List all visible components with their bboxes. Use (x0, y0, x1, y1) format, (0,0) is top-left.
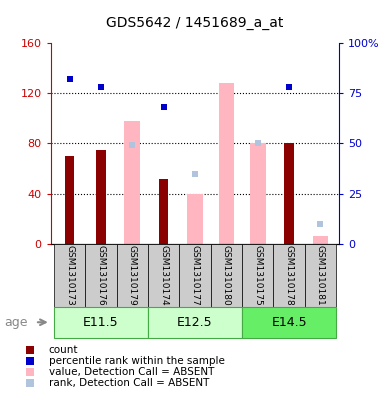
Bar (179, 244, 211, 307)
Bar (313, 236, 328, 244)
Text: GSM1310177: GSM1310177 (190, 245, 200, 305)
Text: GSM1310174: GSM1310174 (159, 245, 168, 305)
Text: count: count (48, 345, 78, 355)
Bar (187, 193, 203, 244)
Bar (124, 121, 140, 244)
Text: value, Detection Call = ABSENT: value, Detection Call = ABSENT (48, 367, 214, 377)
Text: GDS5642 / 1451689_a_at: GDS5642 / 1451689_a_at (106, 16, 284, 30)
Text: GSM1310178: GSM1310178 (285, 245, 294, 305)
Bar (117, 244, 148, 307)
Bar (305, 244, 336, 307)
Bar (148, 307, 242, 338)
Text: GSM1310180: GSM1310180 (222, 245, 231, 305)
Text: GSM1310176: GSM1310176 (96, 245, 105, 305)
Bar (242, 244, 273, 307)
Bar (96, 150, 106, 244)
Bar (159, 178, 168, 244)
Text: age: age (4, 316, 27, 329)
Text: rank, Detection Call = ABSENT: rank, Detection Call = ABSENT (48, 378, 209, 388)
Bar (65, 156, 74, 244)
Text: E14.5: E14.5 (271, 316, 307, 329)
Bar (218, 83, 234, 244)
Bar (54, 307, 148, 338)
Text: E12.5: E12.5 (177, 316, 213, 329)
Bar (242, 307, 336, 338)
Bar (148, 244, 179, 307)
Text: GSM1310181: GSM1310181 (316, 245, 325, 305)
Bar (250, 143, 266, 244)
Text: GSM1310175: GSM1310175 (253, 245, 262, 305)
Bar (54, 244, 85, 307)
Text: GSM1310173: GSM1310173 (65, 245, 74, 305)
Text: GSM1310179: GSM1310179 (128, 245, 137, 305)
Bar (85, 244, 117, 307)
Text: percentile rank within the sample: percentile rank within the sample (48, 356, 224, 366)
Bar (211, 244, 242, 307)
Bar (273, 244, 305, 307)
Bar (284, 143, 294, 244)
Text: E11.5: E11.5 (83, 316, 119, 329)
